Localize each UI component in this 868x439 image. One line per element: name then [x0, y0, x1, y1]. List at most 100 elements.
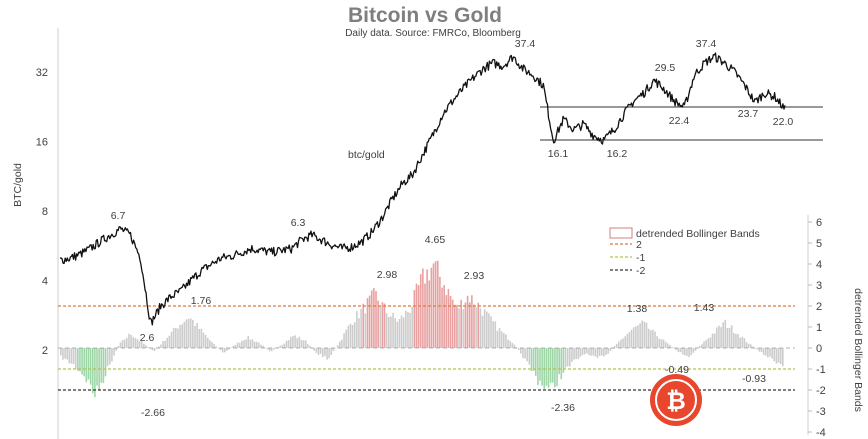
bollinger-bar — [562, 348, 565, 373]
right-tick-label: 0 — [816, 343, 822, 355]
left-tick-label: 2 — [42, 345, 48, 357]
bollinger-bar — [304, 340, 307, 348]
bollinger-bar — [594, 348, 597, 357]
bollinger-bar — [292, 336, 294, 348]
bollinger-bar — [94, 348, 96, 398]
bollinger-bar — [471, 295, 473, 348]
bollinger-bar — [586, 348, 588, 354]
bitcoin-logo-icon: ₿ — [650, 374, 702, 426]
bollinger-bar — [694, 348, 697, 351]
bollinger-bar — [701, 344, 703, 348]
btc-annotation: 37.4 — [696, 38, 717, 50]
bollinger-bar — [720, 327, 722, 348]
bollinger-bar — [692, 348, 695, 353]
bollinger-bar — [283, 343, 286, 348]
bollinger-bar — [530, 348, 533, 372]
bollinger-bar — [566, 348, 569, 367]
bollinger-bar — [194, 325, 196, 348]
bollinger-bar — [126, 337, 128, 348]
bollinger-bar — [268, 348, 271, 352]
bollinger-bar — [324, 348, 326, 356]
bollinger-bar — [87, 348, 90, 380]
bollinger-bar — [434, 261, 437, 348]
bollinger-bar — [447, 288, 450, 348]
bollinger-bar — [715, 327, 718, 348]
bollinger-bar — [547, 348, 550, 388]
bollinger-bar — [387, 316, 390, 348]
bollinger-bar — [498, 327, 501, 348]
bollinger-bar — [228, 348, 230, 350]
bollinger-annotation: 1.38 — [627, 303, 648, 315]
bollinger-bar — [345, 329, 347, 348]
left-tick-label: 16 — [36, 137, 48, 149]
bollinger-bar — [290, 336, 292, 348]
bollinger-bar — [494, 321, 497, 348]
bollinger-bar — [662, 339, 665, 348]
bollinger-bar — [402, 317, 405, 348]
bollinger-bar — [507, 339, 509, 348]
bollinger-bar — [198, 328, 201, 348]
bollinger-bar — [441, 287, 443, 348]
bollinger-bar — [581, 348, 584, 356]
bollinger-bar — [767, 348, 769, 358]
bollinger-bar — [511, 342, 514, 348]
bollinger-bar — [496, 330, 499, 348]
bollinger-bar — [189, 318, 192, 348]
right-tick-label: -2 — [816, 385, 826, 397]
bollinger-bar — [652, 329, 654, 348]
bollinger-bar — [351, 325, 354, 348]
bollinger-bar — [353, 322, 356, 348]
bollinger-bar — [166, 337, 169, 348]
bollinger-bar — [236, 342, 239, 348]
bollinger-annotation: 2.98 — [377, 269, 398, 281]
bollinger-bar — [577, 348, 580, 359]
bollinger-bar — [630, 329, 633, 348]
bollinger-bar — [490, 316, 492, 348]
bollinger-bar — [181, 324, 183, 348]
bollinger-bar — [649, 330, 652, 348]
bollinger-bar — [339, 341, 341, 348]
right-tick-label: 6 — [816, 217, 822, 229]
bollinger-bar — [108, 348, 111, 365]
bollinger-bar — [130, 334, 132, 348]
bollinger-bar — [317, 348, 320, 355]
left-tick-label: 4 — [42, 276, 48, 288]
bollinger-bar — [238, 342, 241, 348]
bollinger-bar — [575, 348, 578, 360]
bollinger-bar — [409, 312, 411, 348]
bollinger-bar — [537, 348, 539, 386]
bollinger-bar — [777, 348, 780, 363]
bollinger-bar — [620, 339, 622, 348]
bollinger-bar — [330, 348, 333, 356]
bollinger-bar — [500, 331, 503, 348]
bollinger-bar — [671, 346, 673, 348]
bollinger-bar — [524, 348, 526, 359]
bollinger-bar — [70, 348, 73, 364]
bollinger-bar — [383, 303, 386, 348]
legend: detrended Bollinger Bands 2-1-2 — [609, 227, 760, 277]
bollinger-bar — [183, 321, 186, 348]
btc-annotation: 29.5 — [655, 62, 676, 74]
bollinger-bar — [534, 348, 537, 376]
bollinger-bar — [343, 333, 345, 348]
right-tick-label: 5 — [816, 238, 822, 250]
bollinger-bar — [690, 348, 693, 356]
bollinger-bar — [468, 302, 471, 348]
bollinger-bar — [309, 345, 311, 348]
bollinger-bar — [66, 348, 68, 360]
bollinger-annotation: -0.93 — [742, 373, 766, 385]
bollinger-annotation: -0.49 — [665, 364, 689, 376]
bollinger-bar — [569, 348, 571, 367]
bollinger-bar — [196, 323, 198, 348]
bollinger-bar — [230, 347, 232, 349]
bollinger-bar — [315, 348, 318, 353]
bollinger-bar — [545, 348, 548, 386]
bollinger-bar — [407, 312, 409, 348]
bollinger-bar — [179, 324, 181, 348]
bollinger-bar — [632, 327, 635, 348]
bollinger-bar — [217, 348, 220, 349]
bollinger-bar — [151, 348, 154, 351]
bollinger-bar — [735, 333, 737, 348]
bollinger-bar — [713, 333, 716, 348]
